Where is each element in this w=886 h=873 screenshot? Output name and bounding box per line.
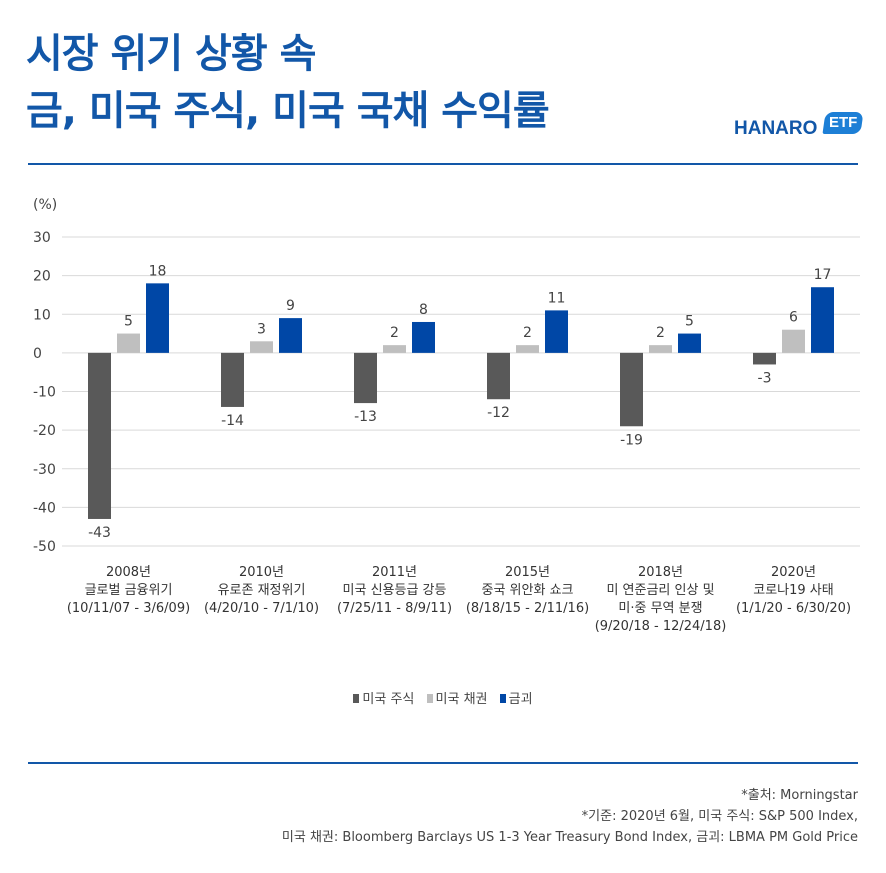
- x-category-label: 2015년: [505, 565, 550, 580]
- data-label: 9: [286, 298, 295, 314]
- x-category-label: 2018년: [638, 565, 683, 580]
- x-category-label: 2011년: [372, 565, 417, 580]
- x-category-label: (7/25/11 - 8/9/11): [337, 601, 452, 616]
- logo-badge-text: ETF: [829, 114, 858, 131]
- bar: [487, 352, 510, 400]
- footnote-source: *출처: Morningstar: [741, 788, 858, 803]
- footnote-indices: 미국 채권: Bloomberg Barclays US 1-3 Year Tr…: [281, 830, 858, 845]
- data-label: 5: [124, 314, 133, 330]
- bar: [250, 341, 273, 353]
- bar: [753, 352, 776, 365]
- y-tick-label: 20: [33, 269, 51, 285]
- y-tick-label: -40: [33, 500, 56, 516]
- logo-text: HANARO: [734, 118, 818, 139]
- legend-label-stocks: 미국 주식: [362, 692, 415, 707]
- bar: [146, 283, 169, 353]
- chart-legend: 미국 주식 미국 채권 금괴: [0, 688, 886, 707]
- data-label: 2: [656, 325, 665, 341]
- data-label: -13: [354, 409, 377, 425]
- legend-label-bonds: 미국 채권: [435, 692, 488, 707]
- bar: [117, 333, 140, 353]
- legend-item-gold: 금괴: [499, 688, 533, 707]
- footer-divider: [28, 762, 858, 764]
- x-category-label: (9/20/18 - 12/24/18): [595, 619, 727, 634]
- data-label: 18: [149, 263, 167, 279]
- data-label: 11: [548, 290, 566, 306]
- y-tick-label: -50: [33, 539, 56, 555]
- x-category-label: 2010년: [239, 565, 284, 580]
- x-category-label: 글로벌 금융위기: [85, 583, 173, 598]
- x-category-label: (8/18/15 - 2/11/16): [466, 601, 589, 616]
- y-axis-unit: (%): [33, 197, 58, 213]
- x-category-label: 미·중 무역 분쟁: [618, 601, 702, 616]
- x-category-label: (1/1/20 - 6/30/20): [736, 601, 851, 616]
- legend-label-gold: 금괴: [508, 692, 533, 707]
- legend-swatch-bonds: [426, 694, 433, 703]
- footnote-basis: *기준: 2020년 6월, 미국 주식: S&P 500 Index,: [581, 809, 858, 824]
- bar: [782, 329, 805, 353]
- data-label: 8: [419, 302, 428, 318]
- title-line-1: 시장 위기 상황 속: [26, 31, 316, 77]
- data-label: 5: [685, 314, 694, 330]
- data-label: -14: [221, 413, 244, 429]
- legend-item-bonds: 미국 채권: [426, 688, 488, 707]
- bar: [412, 321, 435, 353]
- bar: [516, 345, 539, 353]
- bar: [678, 333, 701, 353]
- data-label: 2: [523, 325, 532, 341]
- footnotes: *출처: Morningstar *기준: 2020년 6월, 미국 주식: S…: [282, 785, 858, 848]
- x-category-label: 미국 신용등급 강등: [343, 583, 447, 598]
- data-label: -43: [88, 525, 111, 541]
- y-tick-label: -30: [33, 462, 56, 478]
- x-category-label: 2020년: [771, 565, 816, 580]
- data-label: -12: [487, 405, 510, 421]
- bar: [545, 310, 568, 353]
- y-tick-label: 30: [33, 230, 51, 246]
- data-label: 17: [814, 267, 832, 283]
- x-category-label: 중국 위안화 쇼크: [482, 583, 574, 598]
- legend-item-stocks: 미국 주식: [353, 688, 414, 707]
- page-title: 시장 위기 상황 속 금, 미국 주식, 미국 국채 수익률: [26, 26, 550, 140]
- bar: [620, 352, 643, 427]
- bar: [383, 345, 406, 353]
- x-category-label: 2008년: [106, 565, 151, 580]
- y-tick-label: 0: [33, 346, 42, 362]
- x-category-label: 코로나19 사태: [753, 583, 833, 598]
- legend-swatch-gold: [499, 694, 506, 703]
- y-tick-label: 10: [33, 307, 51, 323]
- bar: [88, 352, 111, 519]
- data-label: 3: [257, 321, 266, 337]
- data-label: -19: [620, 432, 643, 448]
- y-tick-label: -20: [33, 423, 56, 439]
- bar: [279, 318, 302, 353]
- x-category-label: 유로존 재정위기: [218, 583, 306, 598]
- header-divider: [28, 163, 858, 165]
- data-label: 6: [789, 310, 798, 326]
- bar: [221, 352, 244, 407]
- x-category-label: (10/11/07 - 3/6/09): [67, 601, 190, 616]
- x-category-label: 미 연준금리 인상 및: [606, 583, 714, 598]
- data-label: -3: [758, 370, 772, 386]
- legend-swatch-stocks: [353, 694, 360, 703]
- y-tick-label: -10: [33, 385, 56, 401]
- title-line-2: 금, 미국 주식, 미국 국채 수익률: [26, 88, 550, 134]
- bar: [811, 287, 834, 353]
- x-category-label: (4/20/10 - 7/1/10): [204, 601, 319, 616]
- bar: [649, 345, 672, 353]
- bar: [354, 352, 377, 404]
- data-label: 2: [390, 325, 399, 341]
